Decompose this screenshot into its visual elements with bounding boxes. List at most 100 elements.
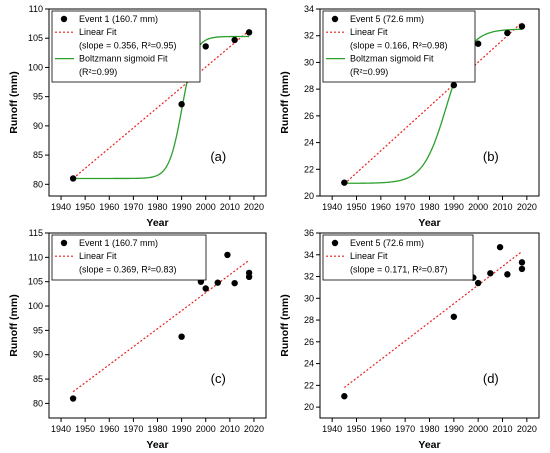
x-tick-label: 2020 <box>244 424 264 434</box>
y-tick-label: 32 <box>304 31 314 41</box>
legend-entry: Event 1 (160.7 mm) <box>79 238 158 248</box>
legend-entry: Boltzmann sigmoid Fit <box>79 54 168 64</box>
y-tick-label: 100 <box>28 62 43 72</box>
data-point <box>231 36 238 44</box>
legend-entry: (R²=0.99) <box>350 67 388 77</box>
x-tick-label: 1970 <box>123 424 143 434</box>
y-tick-label: 30 <box>304 293 314 303</box>
panel-label: (d) <box>483 371 499 386</box>
x-tick-label: 1980 <box>419 202 439 212</box>
data-point <box>341 393 348 400</box>
sigmoid-fit-curve <box>73 35 250 180</box>
x-tick-label: 1960 <box>371 424 391 434</box>
sigmoid-fit-curve <box>344 28 522 184</box>
y-tick-label: 28 <box>304 315 314 325</box>
y-tick-label: 30 <box>304 57 314 67</box>
legend-box <box>322 234 474 281</box>
data-point <box>518 265 526 273</box>
legend: Event 1 (160.7 mm) Linear Fit (slope = 0.3… <box>51 234 207 281</box>
x-tick-label: 2020 <box>244 202 264 212</box>
legend-entry: Linear Fit <box>350 27 388 37</box>
data-point <box>504 271 511 278</box>
x-axis-title: Year <box>146 217 168 229</box>
data-point <box>69 395 77 402</box>
y-tick-label: 34 <box>304 4 314 14</box>
x-tick-label: 1980 <box>419 424 439 434</box>
legend: Event 1 (160.7 mm) Linear Fit (slope = 0.3… <box>51 10 201 83</box>
x-tick-label: 1990 <box>444 202 464 212</box>
legend-entry: Boltzman sigmoid Fit <box>350 54 434 64</box>
data-point <box>518 23 526 30</box>
y-tick-label: 95 <box>33 325 43 335</box>
legend: Event 5 (72.6 mm) Linear Fit (slope = 0.17… <box>322 234 474 281</box>
x-tick-label: 1950 <box>75 202 95 212</box>
x-tick-label: 1940 <box>51 202 71 212</box>
panel-label: (a) <box>210 149 226 164</box>
x-axis-title: Year <box>418 217 440 229</box>
y-tick-label: 24 <box>304 359 314 369</box>
x-axis-title: Year <box>418 439 440 451</box>
chart-panel-c: 1940 1950 1960 1970 1980 1990 2000 2010 2020 80 85… <box>8 228 267 451</box>
x-tick-label: 1990 <box>172 424 192 434</box>
data-point <box>450 81 458 89</box>
y-tick-label: 24 <box>304 138 314 148</box>
data-point <box>474 279 482 287</box>
x-tick-label: 2000 <box>468 202 488 212</box>
data-point <box>245 273 253 281</box>
y-tick-label: 36 <box>304 228 314 238</box>
y-tick-label: 90 <box>33 350 43 360</box>
legend-entry: Event 5 (72.6 mm) <box>350 14 424 24</box>
x-tick-label: 1980 <box>147 424 167 434</box>
legend-entry: Event 1 (160.7 mm) <box>79 14 158 24</box>
x-tick-label: 1950 <box>346 202 366 212</box>
data-point <box>487 270 494 277</box>
legend-marker-point <box>60 15 68 23</box>
x-tick-label: 2010 <box>220 202 240 212</box>
legend-box <box>51 10 201 83</box>
x-tick-label: 2020 <box>517 424 537 434</box>
x-tick-label: 2010 <box>220 424 240 434</box>
x-tick-label: 2000 <box>468 424 488 434</box>
data-point <box>496 243 504 251</box>
y-tick-label: 28 <box>304 84 314 94</box>
x-tick-label: 1990 <box>172 202 192 212</box>
x-tick-label: 1950 <box>75 424 95 434</box>
legend-entry: (slope = 0.171, R²=0.87) <box>350 264 448 274</box>
chart-panel-d: 1940 1950 1960 1970 1980 1990 2000 2010 20202022… <box>279 228 540 451</box>
y-tick-label: 26 <box>304 111 314 121</box>
x-tick-label: 1970 <box>395 202 415 212</box>
legend: Event 5 (72.6 mm) Linear Fit (slope = 0.16… <box>322 10 476 83</box>
data-point <box>231 279 238 287</box>
legend-entry: Linear Fit <box>79 27 117 37</box>
y-tick-label: 32 <box>304 272 314 282</box>
x-tick-label: 1940 <box>322 424 342 434</box>
legend-marker-point <box>331 239 339 247</box>
x-tick-label: 2010 <box>492 202 512 212</box>
linear-fit-line <box>343 21 523 185</box>
y-tick-label: 115 <box>29 228 43 238</box>
y-tick-label: 20 <box>304 191 314 201</box>
x-tick-label: 1960 <box>371 202 391 212</box>
legend-box <box>51 234 207 281</box>
x-tick-label: 2000 <box>196 202 216 212</box>
y-tick-label: 85 <box>33 150 43 160</box>
x-tick-label: 2020 <box>517 202 537 212</box>
y-tick-label: 100 <box>28 301 43 311</box>
x-tick-label: 1940 <box>51 424 71 434</box>
y-axis-title: Runoff (mm) <box>8 294 20 356</box>
data-point <box>245 29 253 36</box>
y-axis-title: Runoff (mm) <box>279 71 291 133</box>
x-tick-label: 1970 <box>395 424 415 434</box>
x-tick-label: 1990 <box>444 424 464 434</box>
data-point <box>178 333 185 340</box>
data-point <box>341 179 348 186</box>
x-tick-label: 1960 <box>99 424 119 434</box>
data-point <box>450 313 458 320</box>
x-axis-title: Year <box>146 439 168 451</box>
y-tick-label: 95 <box>33 92 43 102</box>
y-tick-label: 105 <box>28 277 43 287</box>
y-axis-title: Runoff (mm) <box>279 294 291 356</box>
data-point <box>202 285 209 292</box>
legend-entry: (slope = 0.166, R²=0.98) <box>350 40 448 50</box>
legend-marker-point <box>331 15 339 23</box>
